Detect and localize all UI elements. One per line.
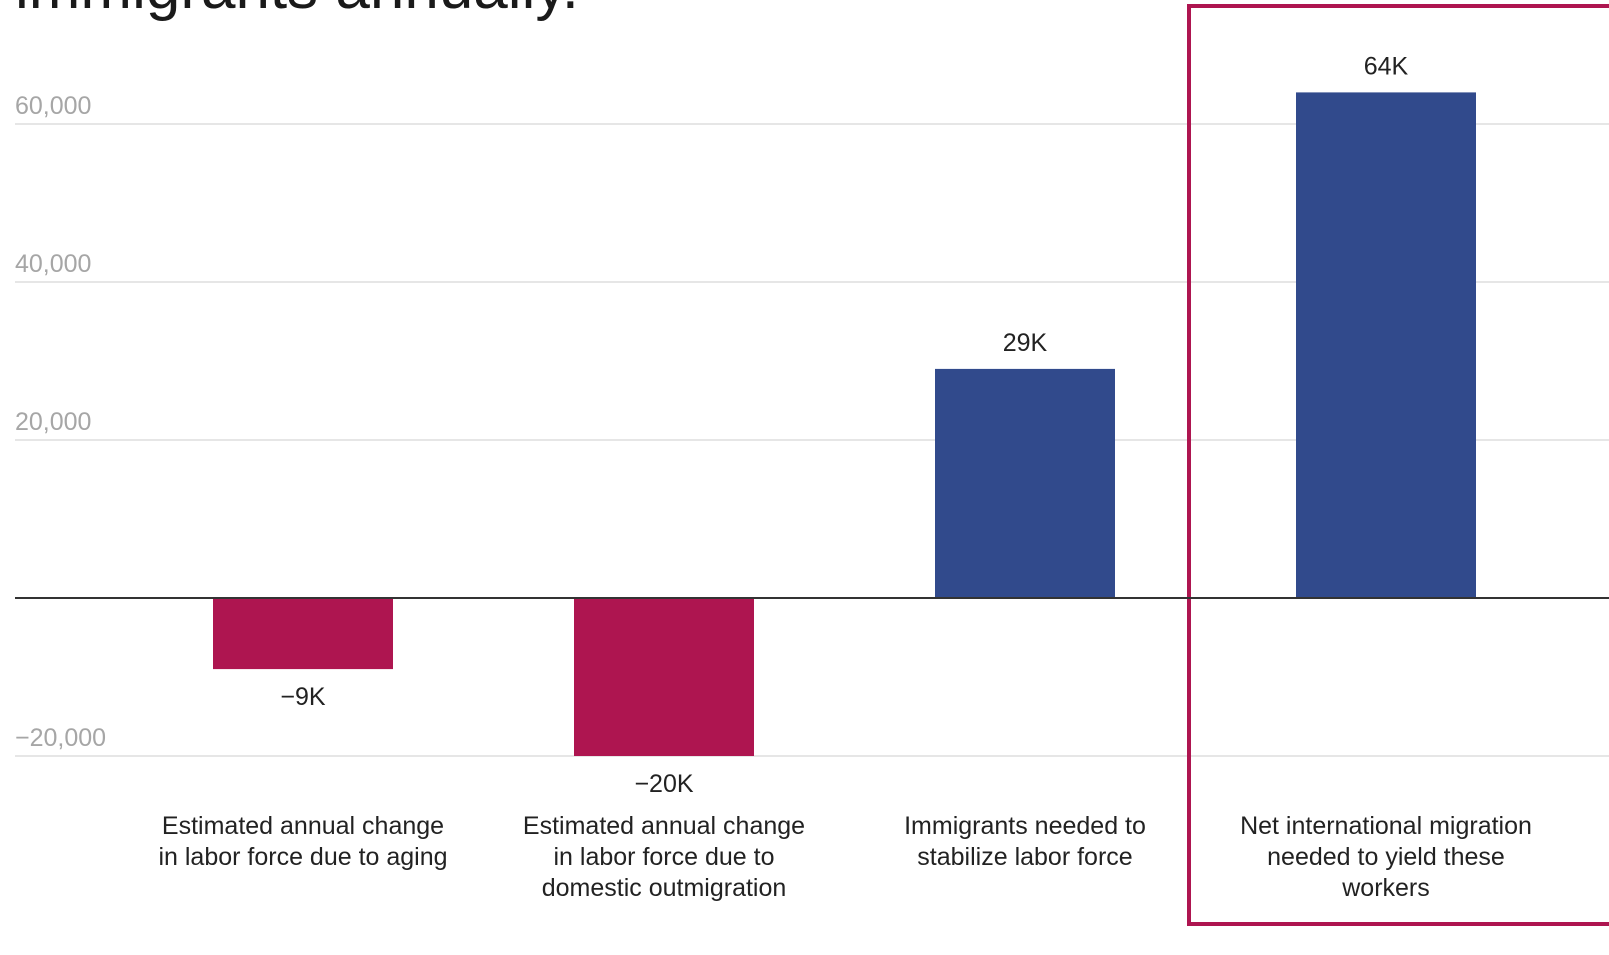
bars-layer	[213, 92, 1476, 756]
category-label: Estimated annual change	[162, 812, 444, 840]
bar	[574, 598, 754, 756]
data-label: 64K	[1364, 52, 1409, 80]
bar	[935, 368, 1115, 598]
category-label: domestic outmigration	[542, 874, 787, 902]
category-label: workers	[1341, 874, 1430, 902]
y-tick-label: 40,000	[15, 250, 91, 278]
y-tick-label: −20,000	[15, 724, 106, 752]
category-label: in labor force due to aging	[158, 843, 447, 871]
y-tick-label: 20,000	[15, 408, 91, 436]
bar	[1296, 92, 1476, 599]
data-label: 29K	[1003, 329, 1048, 357]
category-label: Immigrants needed to	[904, 812, 1146, 840]
labels-layer: −9K −20K 29K 64K Estimated annual change in l…	[158, 52, 1531, 902]
category-label: Net international migration	[1240, 812, 1532, 840]
y-tick-label: 60,000	[15, 92, 91, 120]
bar	[213, 598, 393, 670]
category-label: needed to yield these	[1267, 843, 1505, 871]
category-label: in labor force due to	[554, 843, 775, 871]
highlight-layer	[1187, 4, 1609, 926]
category-label: Estimated annual change	[523, 812, 805, 840]
highlight-box	[1187, 4, 1609, 926]
data-label: −9K	[280, 683, 326, 711]
grid-layer: 60,000 40,000 20,000 −20,000	[15, 92, 1609, 757]
data-label: −20K	[634, 770, 693, 798]
title-layer: immigrants annually.	[15, 0, 579, 22]
category-label: stabilize labor force	[917, 843, 1132, 871]
chart-title: immigrants annually.	[15, 0, 579, 22]
